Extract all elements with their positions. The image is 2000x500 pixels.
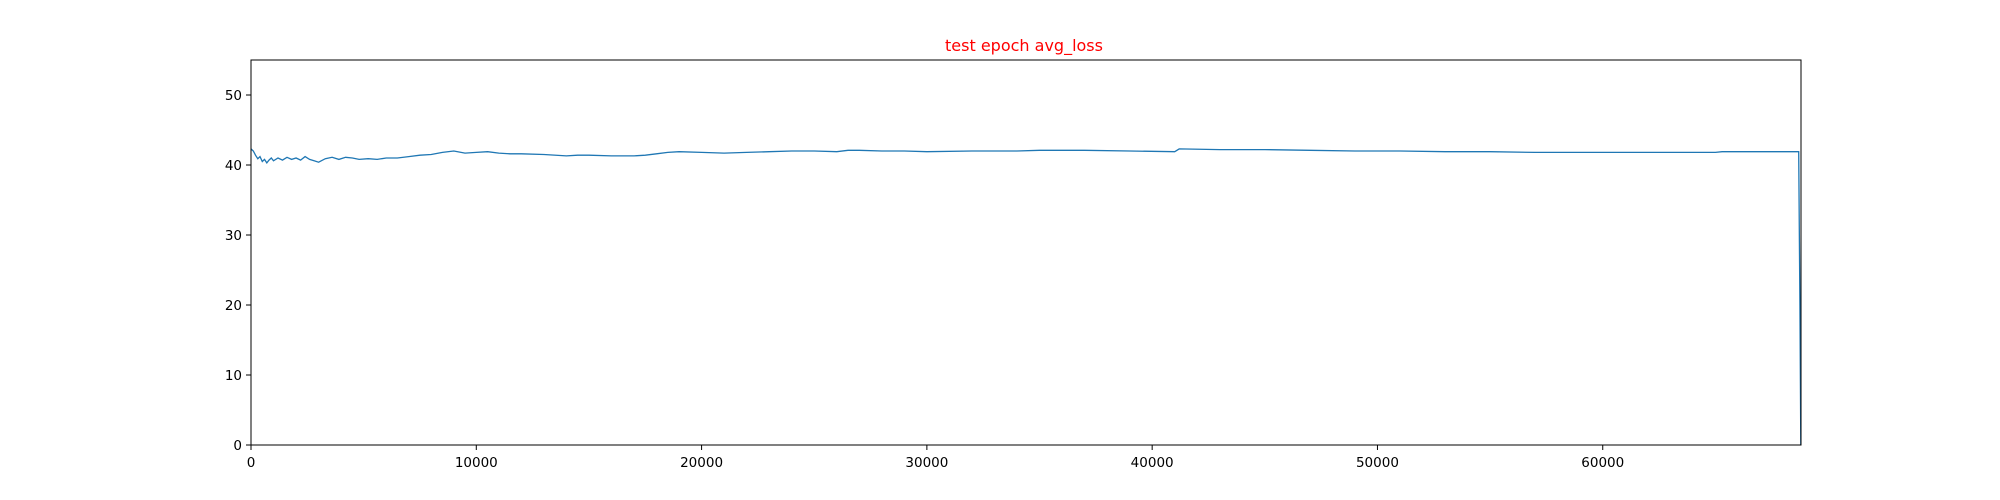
y-tick-label: 50 xyxy=(225,88,242,104)
x-tick-label: 40000 xyxy=(1131,455,1174,471)
y-tick-label: 20 xyxy=(225,298,242,314)
plot-area xyxy=(250,148,1802,446)
y-tick-label: 10 xyxy=(225,368,242,384)
series-line-0 xyxy=(250,148,1802,446)
x-tick-label: 60000 xyxy=(1581,455,1624,471)
y-tick-label: 0 xyxy=(233,438,242,454)
x-tick-label: 10000 xyxy=(455,455,498,471)
y-tick-label: 40 xyxy=(225,158,242,174)
chart-title: test epoch avg_loss xyxy=(945,36,1103,56)
x-axis: 0 10000 20000 30000 40000 50000 60000 xyxy=(247,445,1624,471)
x-tick-label: 30000 xyxy=(905,455,948,471)
axes-frame xyxy=(250,59,1802,446)
x-tick-label: 50000 xyxy=(1356,455,1399,471)
y-axis: 0 10 20 30 40 50 xyxy=(225,88,251,454)
x-tick-label: 0 xyxy=(247,455,256,471)
x-tick-label: 20000 xyxy=(680,455,723,471)
y-tick-label: 30 xyxy=(225,228,242,244)
